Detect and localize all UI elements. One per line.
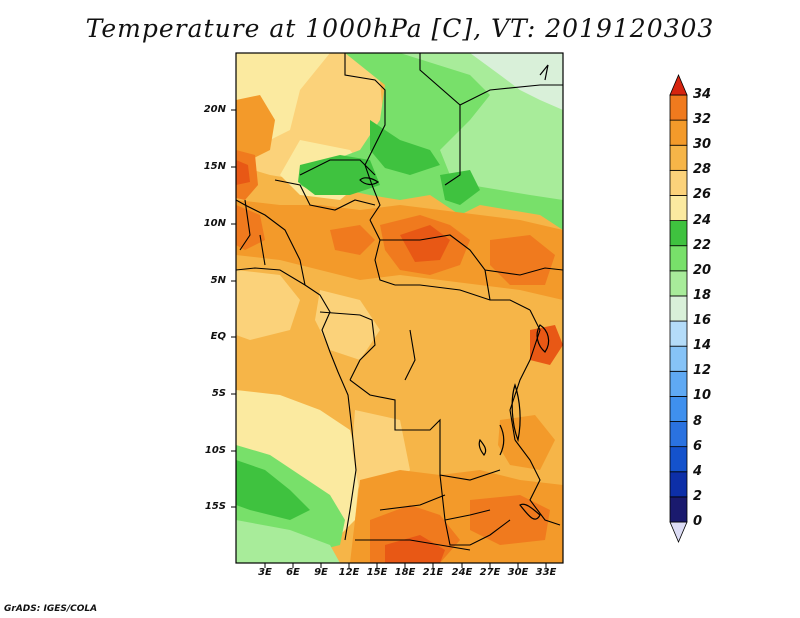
colorbar-swatch: [669, 370, 688, 397]
colorbar-label: 28: [693, 162, 712, 178]
colorbar-label: 34: [693, 87, 712, 102]
lon-label-9e: 9E: [314, 567, 328, 578]
grads-credit: GrADS: IGES/COLA: [4, 604, 98, 614]
lat-label-15n: 15N: [203, 161, 226, 172]
colorbar-label: 24: [693, 212, 712, 228]
lat-ticks: [231, 109, 236, 508]
colorbar-swatch: [669, 245, 688, 272]
colorbar-swatch: [669, 94, 688, 121]
colorbar-label: 10: [693, 388, 712, 404]
colorbar: [669, 73, 688, 544]
colorbar-label: 30: [693, 137, 712, 153]
colorbar-label: 26: [693, 187, 712, 203]
lon-label-27e: 27E: [479, 567, 501, 578]
colorbar-label: 4: [693, 463, 703, 479]
colorbar-swatch: [669, 220, 688, 247]
colorbar-label: 0: [693, 514, 703, 529]
lon-label-15e: 15E: [366, 567, 388, 578]
map-title: Temperature at 1000hPa [C], VT: 20191203…: [85, 14, 715, 43]
colorbar-swatch: [669, 295, 688, 322]
colorbar-label: 6: [693, 438, 703, 454]
colorbar-label: 20: [693, 262, 712, 278]
colorbar-max-arrow: [669, 73, 688, 96]
colorbar-swatch: [669, 496, 688, 523]
lon-label-21e: 21E: [422, 567, 444, 578]
lat-label-20n: 20N: [203, 104, 226, 115]
lon-label-3e: 3E: [258, 567, 272, 578]
colorbar-swatch: [669, 471, 688, 498]
lat-label-eq: EQ: [210, 331, 226, 342]
colorbar-swatch: [669, 169, 688, 196]
lat-label-5n: 5N: [210, 275, 226, 286]
lon-label-30e: 30E: [507, 567, 529, 578]
lat-label-10s: 10S: [204, 445, 226, 456]
lon-label-33e: 33E: [535, 567, 557, 578]
colorbar-label: 22: [693, 237, 712, 253]
temperature-field: [236, 53, 563, 563]
colorbar-label: 16: [693, 313, 712, 329]
colorbar-swatch: [669, 421, 688, 448]
colorbar-swatch: [669, 396, 688, 422]
lon-label-12e: 12E: [338, 567, 360, 578]
lat-label-5s: 5S: [211, 388, 226, 399]
lat-label-10n: 10N: [203, 218, 226, 229]
colorbar-min-arrow: [669, 521, 688, 544]
colorbar-label: 8: [693, 413, 703, 429]
map-frame: [235, 52, 564, 564]
colorbar-swatch: [669, 119, 688, 146]
lon-ticks: [264, 563, 547, 568]
colorbar-swatch: [669, 144, 688, 171]
colorbar-label: 14: [693, 338, 712, 354]
colorbar-swatch: [669, 446, 688, 473]
colorbar-label: 32: [693, 112, 712, 128]
colorbar-swatch: [669, 345, 688, 372]
lon-label-18e: 18E: [394, 567, 416, 578]
colorbar-label: 12: [693, 363, 712, 379]
colorbar-swatch: [669, 320, 688, 347]
colorbar-label: 18: [693, 287, 712, 303]
colorbar-swatch: [669, 195, 688, 221]
colorbar-label: 2: [693, 488, 703, 504]
lat-label-15s: 15S: [204, 501, 226, 512]
lon-label-24e: 24E: [451, 567, 473, 578]
lon-label-6e: 6E: [286, 567, 300, 578]
colorbar-swatch: [669, 270, 688, 297]
